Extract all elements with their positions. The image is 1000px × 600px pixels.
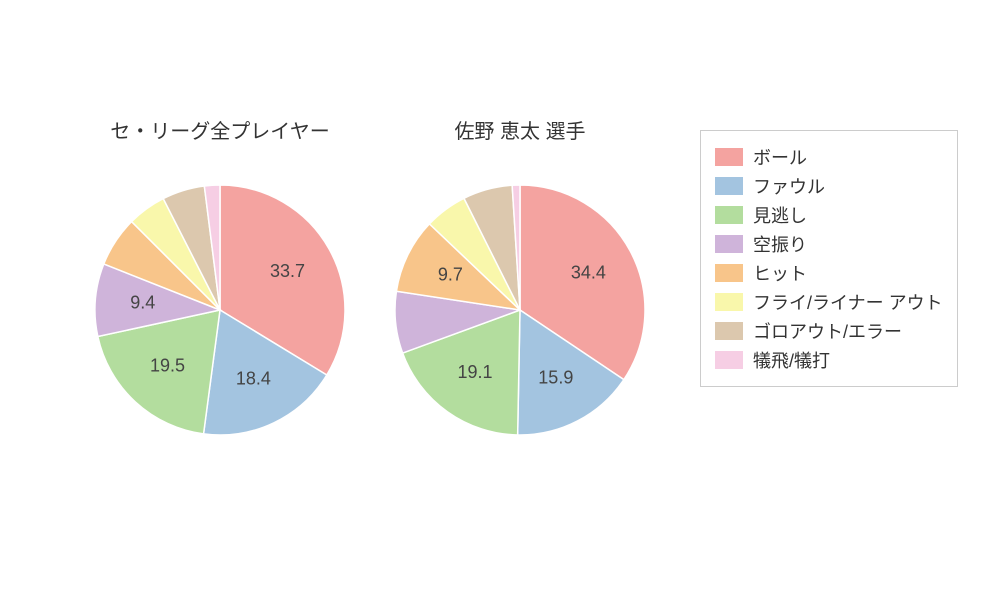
legend-label: ゴロアウト/エラー xyxy=(753,318,902,344)
legend-swatch xyxy=(715,148,743,166)
slice-value-label: 33.7 xyxy=(270,261,305,281)
legend-item: ファウル xyxy=(715,173,943,199)
legend-swatch xyxy=(715,351,743,369)
legend-label: ヒット xyxy=(753,260,807,286)
chart-container: セ・リーグ全プレイヤー 佐野 恵太 選手 33.718.419.59.434.4… xyxy=(0,0,1000,600)
legend-item: 見逃し xyxy=(715,202,943,228)
legend-swatch xyxy=(715,235,743,253)
legend-swatch xyxy=(715,177,743,195)
legend-label: 空振り xyxy=(753,231,807,257)
slice-value-label: 19.1 xyxy=(458,362,493,382)
slice-value-label: 9.7 xyxy=(438,265,463,285)
legend-item: ヒット xyxy=(715,260,943,286)
legend-item: フライ/ライナー アウト xyxy=(715,289,943,315)
legend-item: 犠飛/犠打 xyxy=(715,347,943,373)
legend-swatch xyxy=(715,322,743,340)
slice-value-label: 19.5 xyxy=(150,356,185,376)
legend-swatch xyxy=(715,206,743,224)
legend-swatch xyxy=(715,264,743,282)
slice-value-label: 34.4 xyxy=(571,262,606,282)
legend: ボールファウル見逃し空振りヒットフライ/ライナー アウトゴロアウト/エラー犠飛/… xyxy=(700,130,958,387)
legend-item: ゴロアウト/エラー xyxy=(715,318,943,344)
legend-item: 空振り xyxy=(715,231,943,257)
legend-item: ボール xyxy=(715,144,943,170)
slice-value-label: 15.9 xyxy=(538,367,573,387)
legend-swatch xyxy=(715,293,743,311)
legend-label: ファウル xyxy=(753,173,825,199)
legend-label: 見逃し xyxy=(753,202,807,228)
slice-value-label: 9.4 xyxy=(130,292,155,312)
slice-value-label: 18.4 xyxy=(236,369,271,389)
legend-label: フライ/ライナー アウト xyxy=(753,289,943,315)
legend-label: 犠飛/犠打 xyxy=(753,347,830,373)
legend-label: ボール xyxy=(753,144,807,170)
